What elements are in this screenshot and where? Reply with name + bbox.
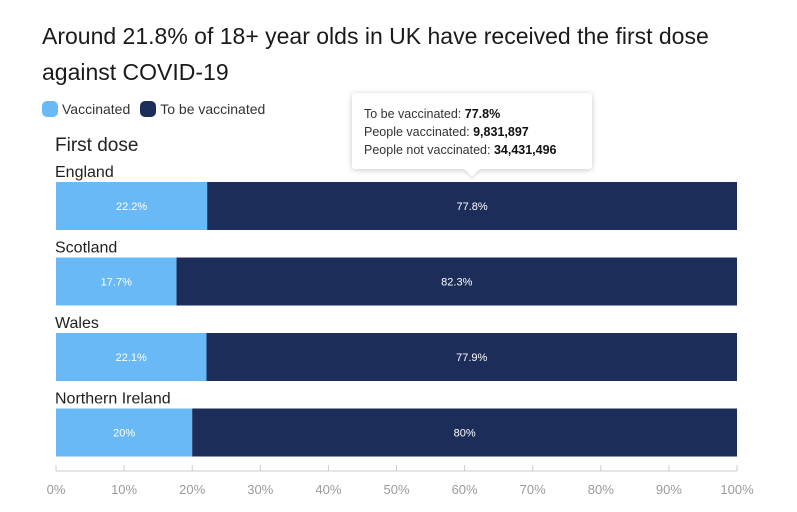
tooltip-to-be-vaccinated: To be vaccinated: 77.8%: [364, 105, 580, 123]
x-tick-label: 0%: [47, 482, 66, 497]
tooltip-people-not-vaccinated: People not vaccinated: 34,431,496: [364, 141, 580, 159]
tooltip-label: People not vaccinated:: [364, 143, 494, 157]
tooltip-value: 9,831,897: [473, 125, 529, 139]
category-label: Wales: [55, 315, 99, 332]
data-label-to-be-vaccinated: 82.3%: [441, 277, 472, 289]
tooltip-arrow: [464, 169, 480, 177]
x-tick-label: 50%: [383, 482, 409, 497]
bar-to-be-vaccinated: [206, 333, 738, 381]
tooltip-value: 77.8%: [464, 107, 501, 121]
data-label-to-be-vaccinated: 77.8%: [456, 201, 487, 213]
category-label: Northern Ireland: [55, 391, 171, 408]
bar-vaccinated: [56, 182, 208, 230]
x-tick-label: 90%: [656, 482, 682, 497]
x-tick-label: 30%: [247, 482, 273, 497]
tooltip-people-vaccinated: People vaccinated: 9,831,897: [364, 123, 580, 141]
tooltip-label: People vaccinated:: [364, 125, 474, 139]
data-label-vaccinated: 20%: [113, 428, 135, 440]
bar-to-be-vaccinated: [192, 408, 737, 457]
x-tick-label: 80%: [588, 482, 614, 497]
data-label-vaccinated: 17.7%: [101, 277, 132, 289]
legend-item-vaccinated[interactable]: Vaccinated: [42, 101, 130, 117]
x-tick-label: 40%: [315, 482, 341, 497]
tooltip-label: To be vaccinated:: [364, 107, 465, 121]
bar-to-be-vaccinated: [176, 257, 738, 306]
bar-to-be-vaccinated: [207, 182, 737, 230]
category-label: Scotland: [55, 240, 117, 257]
x-tick-label: 60%: [452, 482, 478, 497]
bar-vaccinated: [56, 257, 177, 306]
legend-swatch-to-be-vaccinated: [140, 101, 157, 117]
bar-vaccinated: [56, 408, 193, 457]
data-label-vaccinated: 22.2%: [116, 201, 147, 213]
bar-vaccinated: [56, 333, 207, 381]
data-label-to-be-vaccinated: 77.9%: [456, 352, 487, 364]
chart-subtitle: First dose: [55, 135, 139, 156]
x-tick-label: 70%: [520, 482, 546, 497]
legend-swatch-vaccinated: [42, 101, 58, 117]
x-tick-label: 100%: [720, 482, 754, 497]
legend-label-vaccinated: Vaccinated: [62, 101, 131, 117]
category-label: England: [55, 164, 114, 181]
legend: Vaccinated To be vaccinated: [42, 101, 275, 117]
x-tick-label: 20%: [179, 482, 205, 497]
tooltip-value: 34,431,496: [493, 143, 557, 157]
chart-title: Around 21.8% of 18+ year olds in UK have…: [42, 23, 709, 85]
legend-label-to-be-vaccinated: To be vaccinated: [160, 101, 266, 117]
x-tick-label: 10%: [111, 482, 137, 497]
data-label-vaccinated: 22.1%: [116, 352, 147, 364]
legend-item-to-be-vaccinated[interactable]: To be vaccinated: [140, 101, 265, 117]
data-label-to-be-vaccinated: 80%: [454, 428, 476, 440]
tooltip: To be vaccinated: 77.8% People vaccinate…: [352, 93, 592, 177]
